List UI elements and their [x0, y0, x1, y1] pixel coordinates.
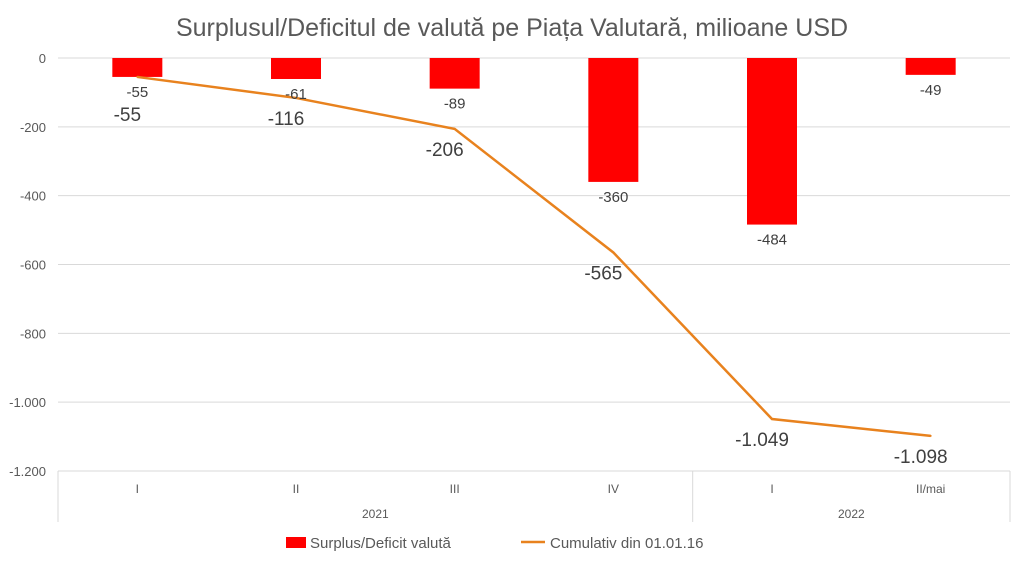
y-tick-label: -400	[20, 189, 46, 204]
line-data-label: -565	[584, 263, 622, 284]
bar	[905, 58, 956, 75]
x-group-label: 2022	[838, 507, 865, 521]
line-data-label: -1.049	[735, 430, 789, 451]
legend-label-bar: Surplus/Deficit valută	[310, 535, 452, 552]
line-point	[612, 251, 615, 254]
x-tick-label: II/mai	[916, 482, 945, 496]
line-data-label: -55	[114, 105, 141, 126]
x-tick-label: I	[770, 482, 773, 496]
bar	[112, 58, 163, 77]
bar	[588, 58, 639, 182]
x-tick-label: IV	[608, 482, 619, 496]
y-tick-label: -600	[20, 258, 46, 273]
bar-data-label: -484	[757, 232, 787, 249]
bar	[747, 58, 797, 225]
bar-data-label: -55	[126, 84, 148, 101]
y-tick-label: -800	[20, 326, 46, 341]
bar-data-label: -360	[598, 189, 628, 206]
chart-title: Surplusul/Deficitul de valută pe Piața V…	[176, 14, 848, 42]
legend-label-line: Cumulativ din 01.01.16	[550, 535, 703, 552]
line-data-label: -116	[268, 109, 305, 130]
line-point	[453, 127, 456, 130]
x-group-label: 2021	[362, 507, 389, 521]
line-point	[771, 418, 773, 421]
legend-swatch-bar	[286, 537, 306, 548]
cumulative-line	[137, 75, 931, 438]
line-data-label: -1.098	[894, 447, 948, 468]
bar-data-label: -89	[444, 96, 466, 113]
bar	[429, 58, 480, 89]
line-point	[929, 434, 932, 437]
x-tick-label: I	[136, 482, 139, 496]
y-tick-label: -200	[20, 120, 46, 135]
x-tick-label: II	[293, 482, 300, 496]
bar-data-label: -61	[285, 86, 307, 103]
y-tick-label: 0	[39, 51, 46, 66]
line-point	[295, 96, 297, 99]
line-data-label: -206	[426, 140, 464, 161]
y-tick-label: -1.000	[9, 395, 46, 410]
x-tick-label: III	[450, 482, 460, 496]
line-point	[136, 75, 139, 78]
legend: Surplus/Deficit valută Cumulativ din 01.…	[286, 535, 703, 552]
bar-data-label: -49	[920, 82, 942, 99]
bar	[271, 58, 321, 79]
y-tick-label: -1.200	[9, 464, 46, 479]
